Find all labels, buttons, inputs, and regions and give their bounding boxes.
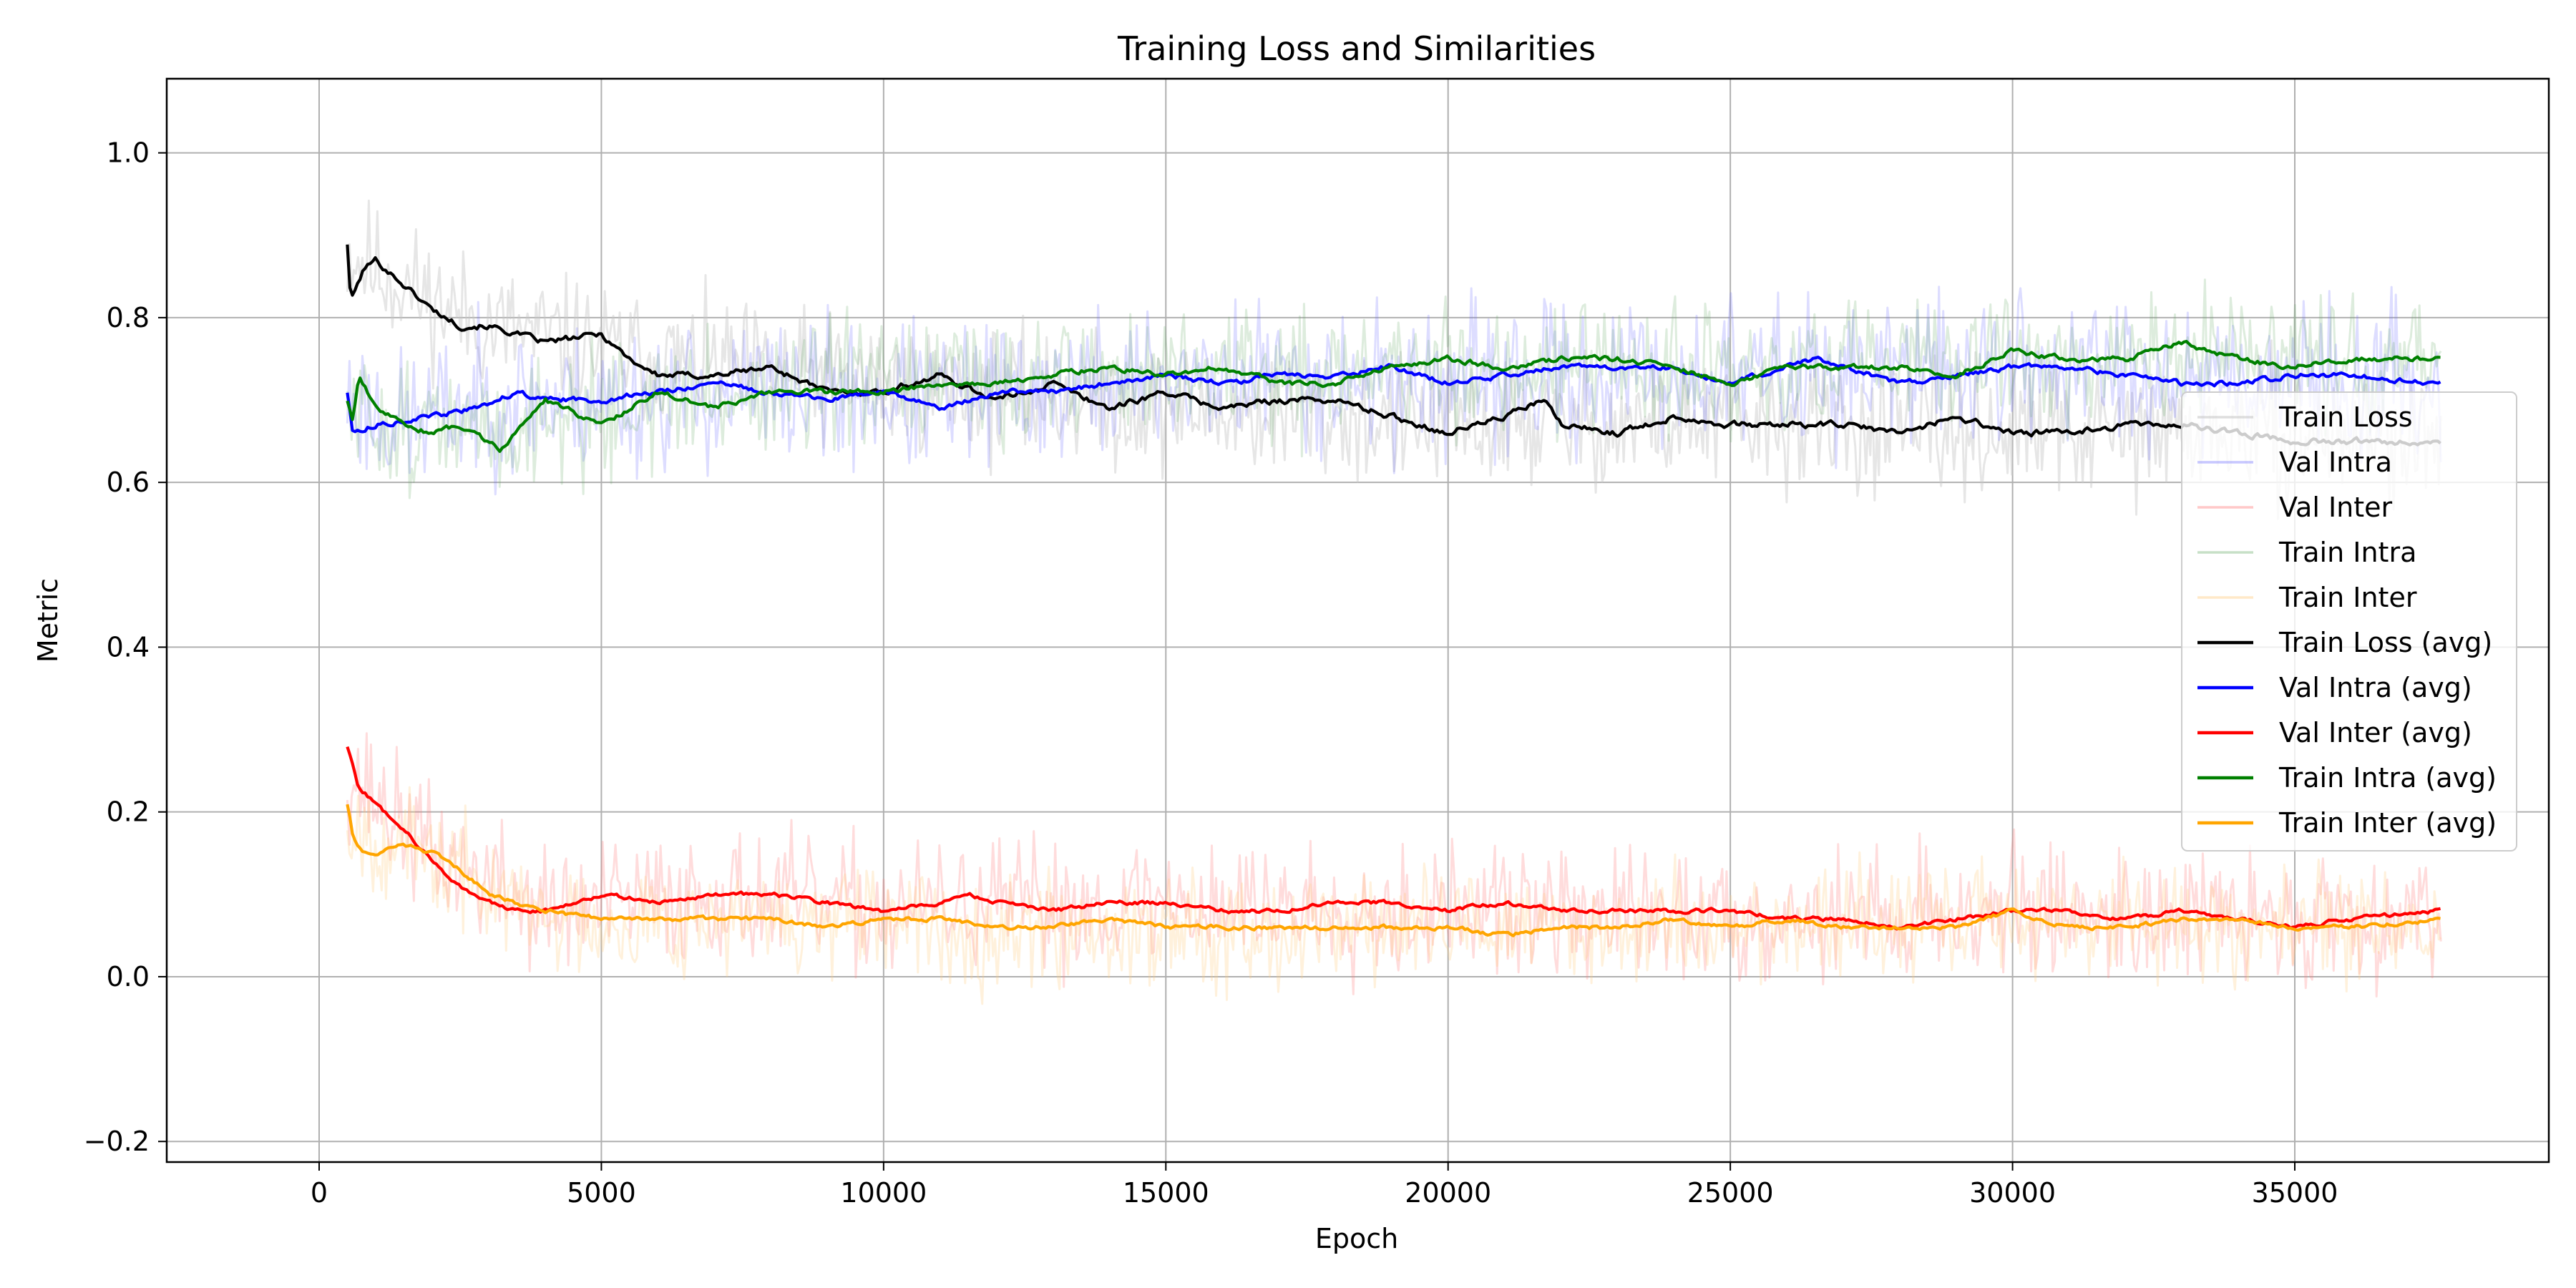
legend-label-train-inter: Train Inter <box>2278 582 2417 613</box>
avg-series-group <box>346 244 2441 937</box>
chart-title: Training Loss and Similarities <box>1117 29 1596 68</box>
x-tick-label: 35000 <box>2252 1177 2338 1209</box>
series-line-train-inter <box>346 786 2442 1005</box>
y-tick-label: 0.6 <box>107 467 150 498</box>
series-line-train-inter-avg <box>346 804 2441 937</box>
x-tick-label: 10000 <box>840 1177 927 1209</box>
y-tick-label: −0.2 <box>84 1126 150 1157</box>
legend-label-val-intra-avg: Val Intra (avg) <box>2279 672 2472 703</box>
x-axis-label: Epoch <box>1315 1223 1398 1254</box>
legend-label-train-loss-avg: Train Loss (avg) <box>2278 627 2492 658</box>
plot-frame <box>165 77 2550 1163</box>
legend: Train Loss Val Intra Val Inter Train Intra T… <box>2181 391 2517 852</box>
series-line-val-inter <box>346 732 2442 997</box>
y-axis-label: Metric <box>32 578 64 663</box>
x-tick-label: 5000 <box>567 1177 636 1209</box>
y-tick-label: 0.0 <box>107 961 150 992</box>
series-line-train-loss-avg <box>346 244 2441 447</box>
legend-label-val-inter: Val Inter <box>2279 492 2393 523</box>
y-tick-label: 0.8 <box>107 302 150 333</box>
legend-label-train-loss: Train Loss <box>2278 401 2413 433</box>
legend-label-val-intra: Val Intra <box>2279 447 2392 478</box>
series-line-val-inter-avg <box>346 746 2441 931</box>
x-tick-label: 15000 <box>1123 1177 1209 1209</box>
x-axis-ticks: 0 5000 10000 15000 20000 25000 30000 35000 <box>311 1162 2338 1209</box>
legend-label-val-inter-avg: Val Inter (avg) <box>2279 717 2472 748</box>
series-line-train-intra <box>346 278 2442 499</box>
x-tick-label: 20000 <box>1405 1177 1491 1209</box>
series-line-train-intra-avg <box>346 340 2441 454</box>
series-line-val-intra <box>346 286 2442 496</box>
legend-label-train-inter-avg: Train Inter (avg) <box>2278 807 2497 839</box>
y-tick-label: 1.0 <box>107 137 150 169</box>
legend-label-train-intra-avg: Train Intra (avg) <box>2278 762 2497 794</box>
grid-lines <box>167 79 2549 1162</box>
x-tick-label: 0 <box>311 1177 328 1209</box>
y-axis-ticks: −0.2 0.0 0.2 0.4 0.6 0.8 1.0 <box>84 137 167 1157</box>
x-tick-label: 25000 <box>1687 1177 1774 1209</box>
y-tick-label: 0.2 <box>107 796 150 828</box>
legend-label-train-intra: Train Intra <box>2278 537 2416 568</box>
x-tick-label: 30000 <box>1969 1177 2056 1209</box>
legend-box <box>2181 391 2517 852</box>
y-tick-label: 0.4 <box>107 631 150 663</box>
